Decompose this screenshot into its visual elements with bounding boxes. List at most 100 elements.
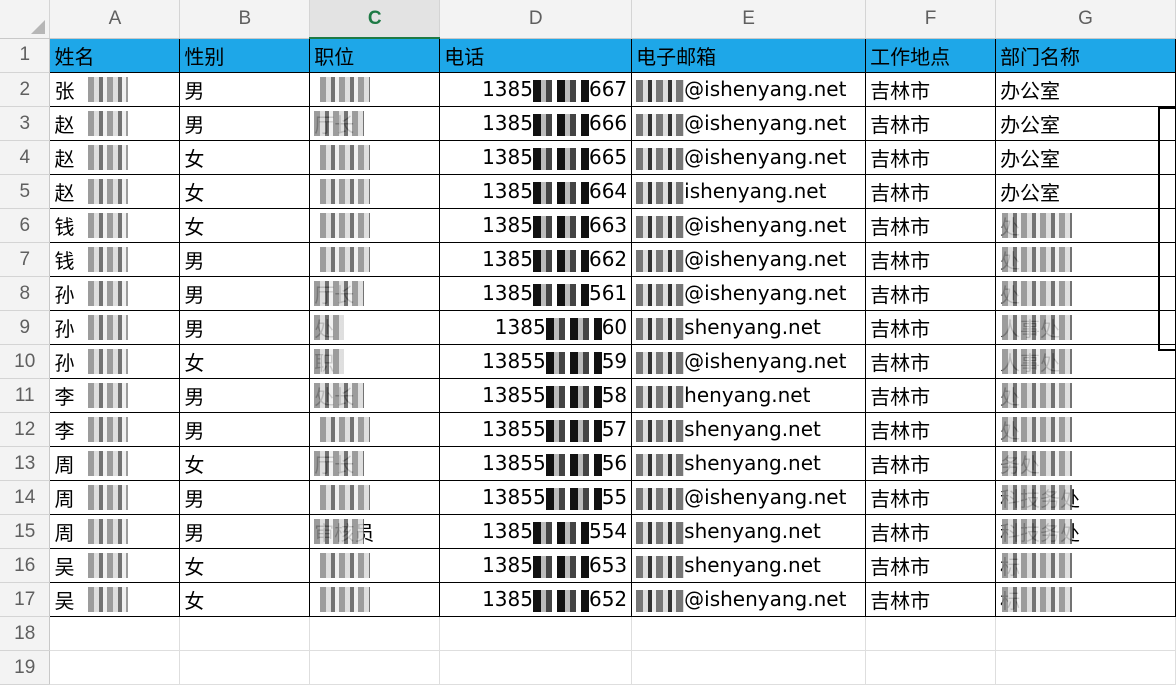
- cell-email[interactable]: @ishenyang.net: [631, 582, 867, 617]
- header-cell[interactable]: 电话: [439, 38, 633, 73]
- empty-cell[interactable]: [439, 650, 633, 685]
- cell-department[interactable]: 标: [995, 582, 1176, 617]
- column-header-g[interactable]: G: [995, 0, 1176, 39]
- cell-gender[interactable]: 男: [179, 514, 311, 549]
- row-header[interactable]: 8: [0, 276, 51, 311]
- row-header[interactable]: 3: [0, 106, 51, 141]
- cell-location[interactable]: 吉林市: [865, 548, 997, 583]
- row-header[interactable]: 11: [0, 378, 51, 413]
- cell-gender[interactable]: 女: [179, 174, 311, 209]
- cell-email[interactable]: shenyang.net: [631, 446, 867, 481]
- empty-cell[interactable]: [179, 616, 311, 651]
- empty-cell[interactable]: [631, 616, 867, 651]
- select-all-corner[interactable]: [0, 0, 51, 39]
- row-header[interactable]: 4: [0, 140, 51, 175]
- header-cell[interactable]: 电子邮箱: [631, 38, 867, 73]
- cell-gender[interactable]: 男: [179, 242, 311, 277]
- row-header[interactable]: 5: [0, 174, 51, 209]
- cell-position[interactable]: 处: [309, 310, 441, 345]
- cell-gender[interactable]: 女: [179, 548, 311, 583]
- cell-gender[interactable]: 女: [179, 344, 311, 379]
- cell-position[interactable]: [309, 548, 441, 583]
- cell-email[interactable]: @ishenyang.net: [631, 140, 867, 175]
- select-all-triangle-icon[interactable]: [31, 19, 46, 34]
- row-header[interactable]: 14: [0, 480, 51, 515]
- cell-gender[interactable]: 女: [179, 446, 311, 481]
- header-cell[interactable]: 职位: [309, 38, 441, 73]
- empty-cell[interactable]: [439, 616, 633, 651]
- row-header[interactable]: 16: [0, 548, 51, 583]
- cell-location[interactable]: 吉林市: [865, 514, 997, 549]
- cell-email[interactable]: @ishenyang.net: [631, 276, 867, 311]
- cell-position[interactable]: [309, 242, 441, 277]
- cell-phone[interactable]: 13855 57: [439, 412, 633, 447]
- row-header[interactable]: 10: [0, 344, 51, 379]
- cell-gender[interactable]: 男: [179, 106, 311, 141]
- cell-location[interactable]: 吉林市: [865, 378, 997, 413]
- cell-department[interactable]: 处: [995, 412, 1176, 447]
- cell-location[interactable]: 吉林市: [865, 480, 997, 515]
- cell-position[interactable]: 厅长: [309, 106, 441, 141]
- cell-name[interactable]: 张: [49, 72, 181, 107]
- cell-department[interactable]: 人事处: [995, 310, 1176, 345]
- cell-gender[interactable]: 男: [179, 480, 311, 515]
- cell-email[interactable]: @ishenyang.net: [631, 480, 867, 515]
- cell-department[interactable]: 人事处: [995, 344, 1176, 379]
- cell-location[interactable]: 吉林市: [865, 242, 997, 277]
- cell-name[interactable]: 孙: [49, 276, 181, 311]
- cell-location[interactable]: 吉林市: [865, 72, 997, 107]
- cell-email[interactable]: henyang.net: [631, 378, 867, 413]
- cell-position[interactable]: 厅长: [309, 276, 441, 311]
- cell-email[interactable]: shenyang.net: [631, 310, 867, 345]
- header-cell[interactable]: 性别: [179, 38, 311, 73]
- cell-location[interactable]: 吉林市: [865, 446, 997, 481]
- cell-name[interactable]: 钱: [49, 242, 181, 277]
- cell-phone[interactable]: 1385 662: [439, 242, 633, 277]
- cell-department[interactable]: 办公室: [995, 174, 1176, 209]
- cell-location[interactable]: 吉林市: [865, 582, 997, 617]
- cell-name[interactable]: 赵: [49, 106, 181, 141]
- empty-cell[interactable]: [49, 650, 181, 685]
- cell-name[interactable]: 赵: [49, 140, 181, 175]
- header-cell[interactable]: 姓名: [49, 38, 181, 73]
- cell-email[interactable]: @ishenyang.net: [631, 106, 867, 141]
- cell-location[interactable]: 吉林市: [865, 140, 997, 175]
- header-cell[interactable]: 部门名称: [995, 38, 1176, 73]
- cell-email[interactable]: shenyang.net: [631, 412, 867, 447]
- cell-phone[interactable]: 1385 652: [439, 582, 633, 617]
- cell-position[interactable]: [309, 582, 441, 617]
- column-header-b[interactable]: B: [179, 0, 311, 39]
- cell-email[interactable]: @ishenyang.net: [631, 72, 867, 107]
- cell-gender[interactable]: 男: [179, 378, 311, 413]
- cell-phone[interactable]: 1385 60: [439, 310, 633, 345]
- column-header-f[interactable]: F: [865, 0, 997, 39]
- cell-phone[interactable]: 1385 667: [439, 72, 633, 107]
- cell-location[interactable]: 吉林市: [865, 106, 997, 141]
- cell-position[interactable]: [309, 140, 441, 175]
- cell-email[interactable]: shenyang.net: [631, 548, 867, 583]
- cell-email[interactable]: @ishenyang.net: [631, 242, 867, 277]
- empty-cell[interactable]: [631, 650, 867, 685]
- cell-name[interactable]: 孙: [49, 344, 181, 379]
- cell-phone[interactable]: 1385 666: [439, 106, 633, 141]
- row-header[interactable]: 7: [0, 242, 51, 277]
- cell-position[interactable]: 处长: [309, 378, 441, 413]
- column-header-c[interactable]: C: [309, 0, 441, 39]
- cell-position[interactable]: 厅长: [309, 446, 441, 481]
- cell-name[interactable]: 周: [49, 514, 181, 549]
- cell-name[interactable]: 李: [49, 412, 181, 447]
- cell-location[interactable]: 吉林市: [865, 310, 997, 345]
- empty-cell[interactable]: [49, 616, 181, 651]
- cell-phone[interactable]: 13855 59: [439, 344, 633, 379]
- cell-email[interactable]: @ishenyang.net: [631, 344, 867, 379]
- empty-cell[interactable]: [865, 616, 997, 651]
- cell-name[interactable]: 赵: [49, 174, 181, 209]
- empty-cell[interactable]: [309, 616, 441, 651]
- cell-department[interactable]: 处: [995, 208, 1176, 243]
- row-header[interactable]: 9: [0, 310, 51, 345]
- cell-department[interactable]: 处: [995, 378, 1176, 413]
- cell-location[interactable]: 吉林市: [865, 276, 997, 311]
- row-header[interactable]: 1: [0, 38, 51, 73]
- cell-position[interactable]: [309, 412, 441, 447]
- cell-department[interactable]: 科技务处: [995, 514, 1176, 549]
